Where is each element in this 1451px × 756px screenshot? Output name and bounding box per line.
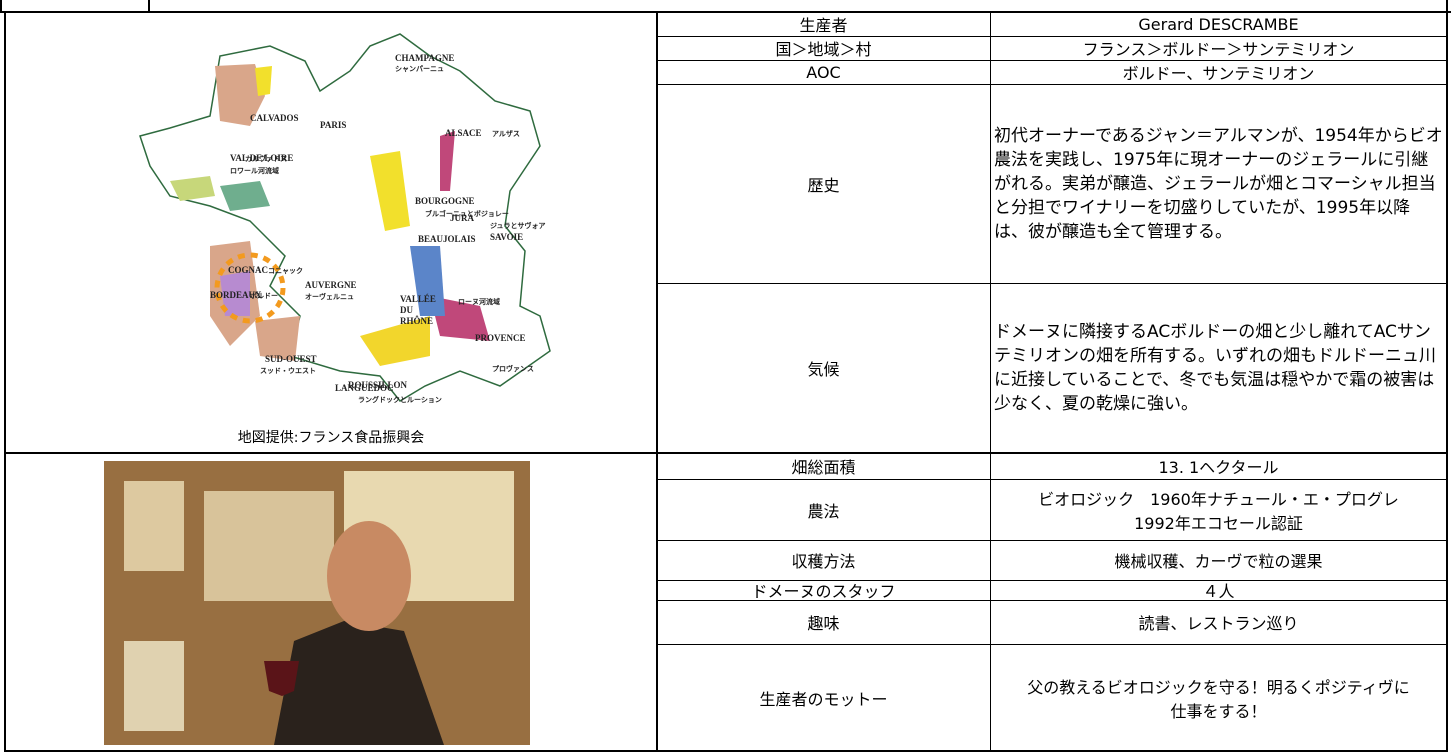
value-line: 1992年エコセール認証	[1134, 513, 1303, 533]
region	[360, 316, 430, 366]
map-label: ALSACE	[445, 128, 482, 138]
map-label: オーヴェルニュ	[305, 292, 354, 301]
map-label: コニャック	[268, 266, 303, 275]
map-label: ROUSSILLON	[348, 380, 408, 390]
row-label: 趣味	[807, 614, 840, 633]
value-line: ビオロジック 1960年ナチュール・エ・プログレ	[1038, 489, 1399, 509]
border-line	[657, 60, 1447, 61]
row-label: AOC	[806, 62, 841, 82]
border-line	[656, 12, 658, 752]
border-line	[5, 452, 1447, 454]
region	[170, 176, 215, 201]
row-label: 国＞地域＞村	[775, 40, 872, 59]
map-label: カルヴァドス	[245, 154, 287, 163]
border-line	[990, 12, 991, 752]
row-value: 読書、レストラン巡り	[1138, 614, 1299, 633]
map-label: スッド・ウエスト	[260, 366, 316, 375]
row-label: ドメーヌのスタッフ	[751, 582, 896, 601]
map-label: BEAUJOLAIS	[418, 234, 476, 244]
row-value: 機械収穫、カーヴで粒の選果	[1114, 552, 1323, 571]
map-label: CHAMPAGNE	[395, 53, 454, 63]
map-label: BOURGOGNE	[415, 196, 475, 206]
producer-photo	[104, 461, 530, 745]
region	[220, 271, 250, 316]
row-label: 農法	[807, 501, 840, 521]
map-label: RHÔNE	[400, 316, 433, 326]
map-label: ボルドー	[250, 291, 278, 300]
photo-poster	[124, 641, 184, 731]
map-label: DU	[400, 305, 413, 315]
map-label: ローヌ河流域	[458, 297, 500, 306]
map-label: ジュラとサヴォア	[490, 221, 546, 230]
photo-poster	[204, 491, 334, 601]
map-label: LANGUEDOC	[335, 383, 394, 393]
photo-glass	[264, 661, 299, 696]
border-line	[657, 580, 1447, 581]
map-label: ラングドックとルーション	[358, 395, 442, 404]
row-label: 畑総面積	[791, 457, 856, 477]
photo-face	[327, 521, 411, 631]
row-value: Gerard DESCRAMBE	[1138, 14, 1299, 34]
border-line	[1446, 0, 1448, 752]
map-label: BORDEAUX	[210, 290, 262, 300]
region	[255, 316, 300, 361]
row-label: 生産者	[799, 16, 848, 35]
row-value: ビオロジック 1960年ナチュール・エ・プログレ 1992年エコセール認証	[990, 479, 1447, 540]
region	[255, 66, 272, 96]
map-label: ブルゴーニュとボジョレー	[425, 209, 509, 218]
map-label: アルザス	[492, 129, 520, 138]
border-line	[4, 750, 1448, 752]
map-label: SAVOIE	[490, 232, 523, 242]
border-line	[657, 84, 1447, 85]
region	[370, 151, 410, 231]
row-label: 気候	[807, 359, 840, 379]
photo-poster	[124, 481, 184, 571]
region	[440, 131, 455, 191]
border-line	[0, 0, 2, 12]
map-label: PARIS	[320, 120, 346, 130]
row-value: ボルドー、サンテミリオン	[1122, 64, 1315, 83]
map-label: VALLÉE	[400, 294, 436, 304]
region	[430, 296, 490, 341]
photo-person	[274, 621, 444, 745]
map-label: PROVENCE	[475, 333, 526, 343]
row-value: ドメーヌに隣接するACボルドーの畑と少し離れてACサンテミリオンの畑を所有する。…	[994, 321, 1436, 414]
border-line	[657, 283, 1447, 284]
row-label: 歴史	[807, 175, 840, 195]
region	[410, 246, 445, 316]
border-line	[657, 479, 1447, 480]
border-line	[657, 600, 1447, 601]
map-label: JURA	[450, 213, 474, 223]
map-label: シャンパーニュ	[395, 64, 444, 73]
highlight-circle	[214, 252, 286, 324]
row-value: ４人	[1202, 582, 1235, 601]
border-line	[657, 644, 1447, 645]
map-label: ロワール河流域	[230, 166, 279, 175]
row-label: 生産者のモットー	[759, 690, 888, 709]
map-label: SUD-OUEST	[265, 354, 317, 364]
map-label: プロヴァンス	[492, 364, 534, 373]
row-value: 初代オーナーであるジャン＝アルマンが、1954年からビオ農法を実践し、1975年…	[994, 125, 1443, 242]
map-label: CALVADOS	[250, 113, 299, 123]
map-label: AUVERGNE	[305, 280, 357, 290]
region	[220, 181, 270, 211]
map-label: COGNAC	[228, 265, 268, 275]
border-line	[0, 11, 1451, 13]
region	[215, 64, 265, 126]
border-line	[657, 36, 1447, 37]
row-label: 収穫方法	[791, 552, 856, 571]
row-value: 13. 1ヘクタール	[1158, 457, 1279, 477]
border-line	[148, 0, 150, 12]
map-label: VAL DE LOIRE	[230, 153, 293, 163]
row-value: フランス＞ボルドー＞サンテミリオン	[1082, 40, 1355, 59]
border-line	[657, 540, 1447, 541]
row-value: 父の教えるビオロジックを守る！明るくポジティヴに仕事をする！	[1027, 678, 1410, 721]
map-caption: 地図提供:フランス食品振興会	[237, 430, 425, 446]
border-line	[4, 12, 6, 752]
